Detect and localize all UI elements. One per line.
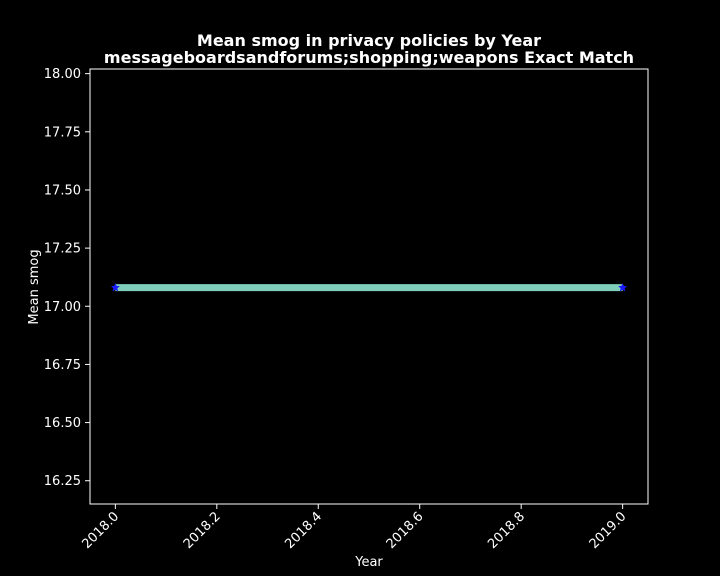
y-tick-label: 16.50 <box>44 416 81 431</box>
y-tick-label: 16.75 <box>44 358 81 373</box>
data-point-star-marker <box>617 282 628 292</box>
plot-area <box>110 282 628 292</box>
y-tick-label: 16.25 <box>44 474 81 489</box>
x-axis-label: Year <box>354 555 383 570</box>
data-point-star-marker <box>110 282 121 292</box>
y-axis-label: Mean smog <box>27 249 42 324</box>
y-tick-label: 17.50 <box>44 183 81 198</box>
chart-title-line1: Mean smog in privacy policies by Year <box>197 31 541 50</box>
y-tick-label: 17.75 <box>44 125 81 140</box>
chart-title-line2: messageboardsandforums;shopping;weapons … <box>104 48 634 67</box>
y-tick-label: 17.25 <box>44 242 81 257</box>
y-tick-label: 18.00 <box>44 67 81 82</box>
y-tick-label: 17.00 <box>44 300 81 315</box>
axes-frame <box>89 68 649 505</box>
